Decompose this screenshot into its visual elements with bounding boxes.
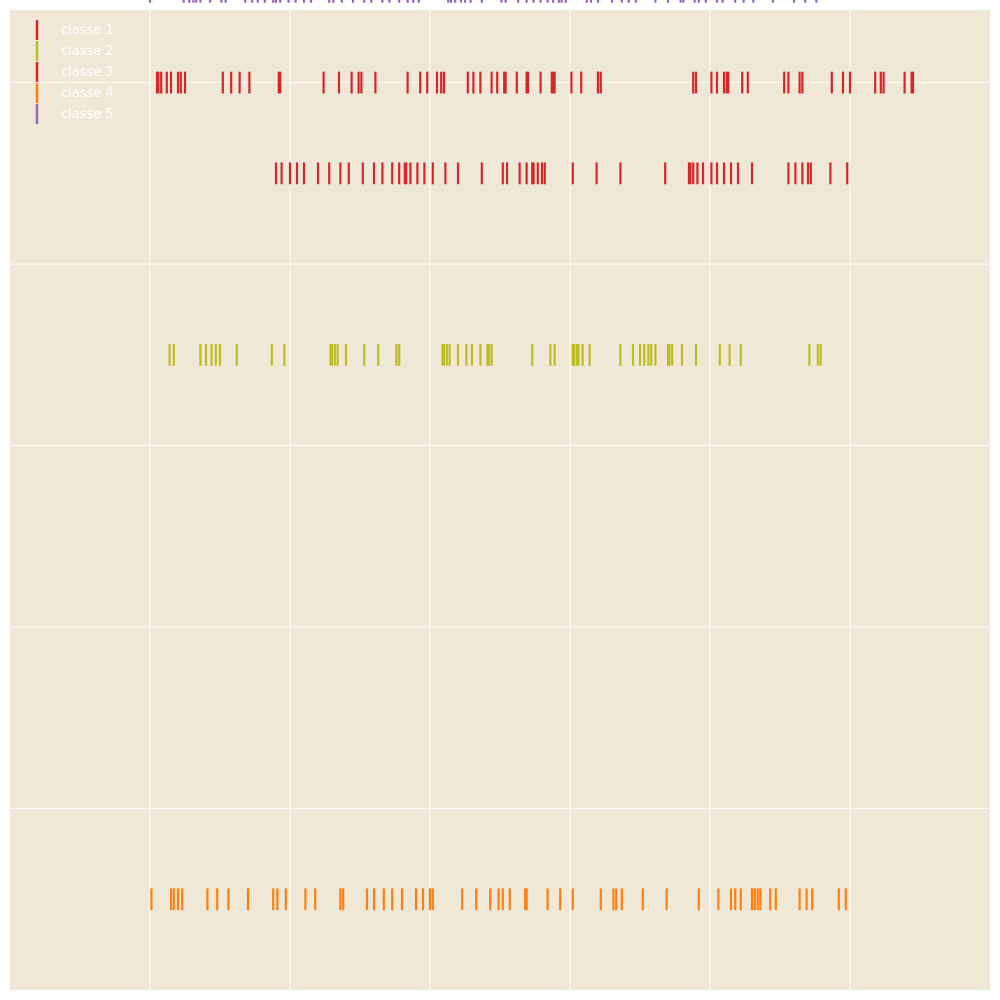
legend-item-5: classe 5 (35, 104, 114, 124)
legend-item-4: classe 4 (35, 83, 114, 103)
legend-label: classe 4 (61, 86, 114, 101)
legend: classe 1 classe 2 classe 3 classe 4 classe 5 (35, 20, 114, 124)
series-3 (155, 71, 915, 94)
legend-item-2: classe 2 (35, 41, 114, 61)
legend-label: classe 5 (61, 107, 114, 122)
legend-item-3: classe 3 (35, 62, 114, 82)
series-5 (148, 0, 818, 3)
plot-area-background (10, 10, 990, 990)
series-2 (168, 343, 822, 366)
event-series (148, 0, 915, 911)
series-4 (150, 888, 847, 911)
legend-item-1: classe 1 (35, 20, 114, 40)
legend-label: classe 3 (61, 65, 114, 80)
series-1 (274, 162, 849, 185)
legend-label: classe 2 (61, 44, 114, 59)
legend-label: classe 1 (61, 23, 114, 38)
